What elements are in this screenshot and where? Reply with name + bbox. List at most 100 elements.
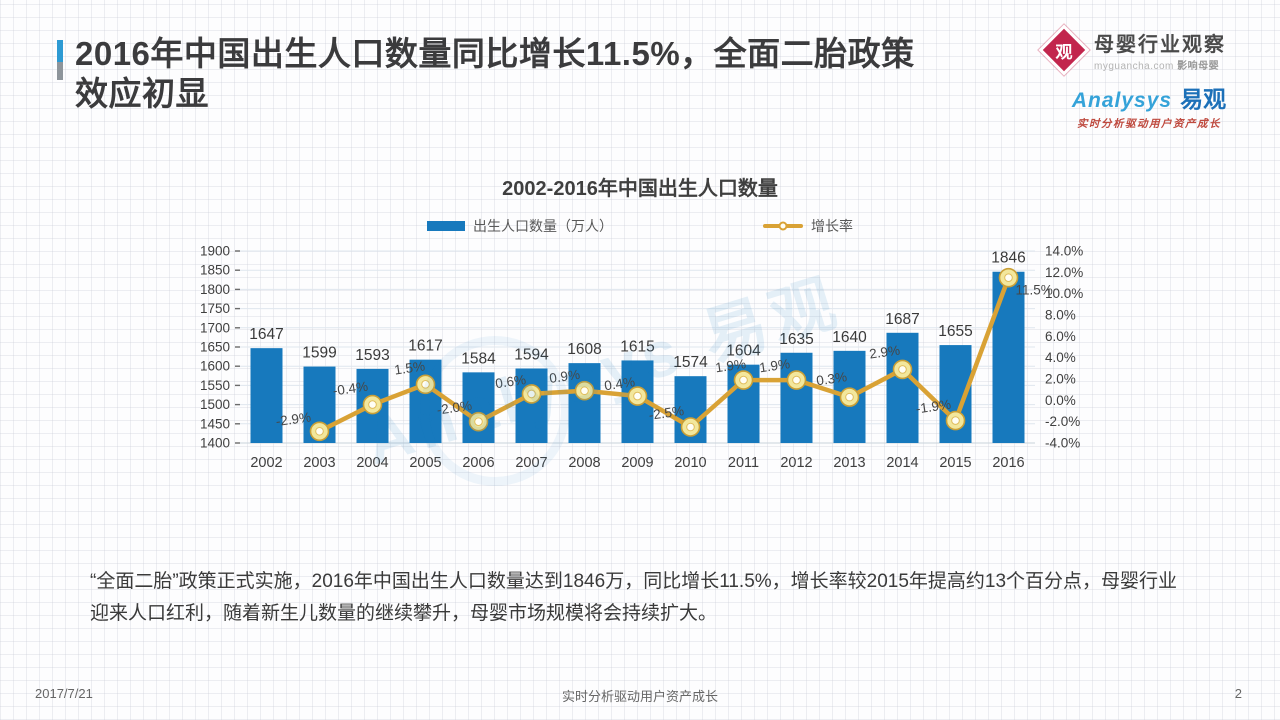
right-axis-label: 14.0% — [1045, 244, 1083, 259]
year-label-2003: 2003 — [303, 455, 335, 471]
bar-value-2014: 1687 — [885, 311, 919, 328]
right-axis-label: 10.0% — [1045, 286, 1083, 301]
left-axis-label: 1600 — [200, 359, 230, 374]
bar-2014 — [886, 332, 919, 443]
right-axis-label: -4.0% — [1045, 436, 1080, 451]
myguancha-name: 母婴行业观察 — [1094, 34, 1226, 56]
pct-label-2014: 2.9% — [868, 343, 901, 362]
marker-core-2006 — [474, 417, 483, 426]
bar-value-2015: 1655 — [938, 323, 972, 340]
bar-value-2013: 1640 — [832, 329, 867, 346]
bar-value-2002: 1647 — [249, 326, 283, 343]
myguancha-domain: myguancha.com 影响母婴 — [1094, 61, 1220, 72]
marker-core-2005 — [421, 380, 430, 389]
bar-2005 — [409, 359, 442, 443]
bar-value-2008: 1608 — [567, 341, 601, 358]
slide-title-block: 2016年中国出生人口数量同比增长11.5%，全面二胎政策 效应初显 — [57, 34, 1062, 115]
myguancha-diamond-icon: 观 — [1042, 28, 1086, 72]
left-axis-label: 1500 — [200, 397, 230, 412]
right-axis-label: 4.0% — [1045, 350, 1076, 365]
pct-label-2010: -2.5% — [648, 403, 685, 423]
bar-value-2003: 1599 — [302, 345, 336, 362]
bar-value-2010: 1574 — [673, 354, 708, 371]
pct-label-2012: 1.9% — [758, 356, 791, 375]
year-label-2010: 2010 — [674, 455, 706, 471]
chart-plot-area: Analysys 易观 1900 1850 1800 1750 1700 1650 1600… — [185, 241, 1095, 488]
page-title-line2: 效应初显 — [75, 75, 209, 113]
right-axis-label: 8.0% — [1045, 308, 1076, 323]
marker-core-2008 — [580, 386, 589, 396]
right-axis-label: 0.0% — [1045, 393, 1076, 408]
left-axis-label: 1400 — [200, 436, 230, 451]
bar-value-2006: 1584 — [461, 350, 496, 367]
footer-slogan: 实时分析驱动用户资产成长 — [561, 689, 718, 704]
marker-core-2011 — [739, 375, 748, 385]
pct-label-2003: -2.9% — [275, 409, 312, 429]
right-axis-label: 12.0% — [1045, 265, 1083, 280]
year-label-2006: 2006 — [462, 455, 494, 471]
footer-page-number: 2 — [1234, 686, 1242, 701]
left-axis-label: 1450 — [200, 416, 230, 431]
analysys-logo: Analysys 易观 实时分析驱动用户资产成长 — [1044, 80, 1254, 131]
analysys-name-en: Analysys — [1071, 89, 1173, 112]
page-title: 2016年中国出生人口数量同比增长11.5%，全面二胎政策 效应初显 — [75, 34, 1062, 115]
bar-value-2005: 1617 — [408, 338, 442, 355]
left-axis-label: 1850 — [200, 263, 230, 278]
year-label-2012: 2012 — [780, 455, 812, 471]
year-label-2014: 2014 — [886, 455, 918, 471]
chart-legend: 出生人口数量（万人） 增长率 — [185, 217, 1095, 235]
growth-line — [317, 275, 1011, 434]
year-label-2002: 2002 — [250, 455, 282, 471]
pct-label-2005: 1.5% — [393, 358, 426, 377]
bar-value-2004: 1593 — [355, 347, 389, 364]
left-axis-label: 1650 — [200, 340, 230, 355]
year-label-2015: 2015 — [939, 455, 971, 471]
marker-core-2009 — [633, 391, 642, 401]
pct-label-2009: 0.4% — [603, 374, 636, 393]
year-label-2011: 2011 — [728, 455, 759, 471]
bar-value-2007: 1594 — [514, 347, 549, 364]
chart-section: 2002-2016年中国出生人口数量 出生人口数量（万人） 增长率 Analys… — [185, 172, 1095, 488]
left-axis-label: 1550 — [200, 378, 230, 393]
right-axis-label: -2.0% — [1045, 414, 1080, 429]
marker-core-2016 — [1004, 273, 1013, 282]
marker-core-2012 — [792, 375, 801, 385]
myguancha-tagline: 影响母婴 — [1177, 61, 1220, 72]
year-label-2004: 2004 — [356, 455, 388, 471]
bar-2008 — [568, 363, 601, 443]
left-axis-label: 1750 — [200, 301, 230, 316]
year-label-2008: 2008 — [568, 455, 600, 471]
pct-label-2004: -0.4% — [332, 379, 369, 399]
marker-core-2007 — [527, 389, 536, 399]
analysys-tagline: 实时分析驱动用户资产成长 — [1077, 118, 1221, 130]
bar-value-2012: 1635 — [779, 331, 813, 348]
legend-bar-label: 出生人口数量（万人） — [473, 218, 613, 234]
footer-date: 2017/7/21 — [35, 686, 93, 701]
right-axis-label: 2.0% — [1045, 372, 1076, 387]
bar-2007 — [515, 368, 548, 443]
pct-label-2016: 11.5% — [1016, 283, 1053, 298]
left-axis-label: 1900 — [200, 244, 230, 259]
legend-line-label: 增长率 — [811, 218, 853, 234]
title-accent-bar — [57, 40, 63, 80]
summary-paragraph: “全面二胎”政策正式实施，2016年中国出生人口数量达到1846万，同比增长11… — [90, 571, 1178, 624]
pct-label-2007: 0.6% — [494, 372, 527, 391]
chart-title: 2002-2016年中国出生人口数量 — [502, 178, 778, 200]
pct-label-2013: 0.3% — [815, 369, 848, 388]
bar-value-2011: 1604 — [726, 343, 761, 360]
left-axis-label: 1700 — [200, 320, 230, 335]
marker-core-2013 — [845, 392, 854, 402]
marker-core-2003 — [315, 426, 324, 436]
page-title-line1: 2016年中国出生人口数量同比增长11.5%，全面二胎政策 — [75, 35, 915, 72]
year-label-2013: 2013 — [833, 455, 865, 471]
marker-core-2014 — [898, 365, 907, 374]
bar-value-2009: 1615 — [620, 338, 654, 355]
birth-population-chart: 1900 1850 1800 1750 1700 1650 1600 1550 1500 1450… — [200, 244, 1083, 472]
marker-core-2010 — [686, 422, 695, 432]
slide-footer: 2017/7/21 实时分析驱动用户资产成长 2 — [0, 686, 1280, 704]
year-label-2005: 2005 — [409, 455, 441, 471]
legend-item-line: 增长率 — [763, 216, 853, 236]
pct-label-2006: -2.0% — [436, 398, 473, 418]
right-axis-label: 6.0% — [1045, 329, 1076, 344]
pct-label-2015: -1.9% — [915, 397, 952, 417]
